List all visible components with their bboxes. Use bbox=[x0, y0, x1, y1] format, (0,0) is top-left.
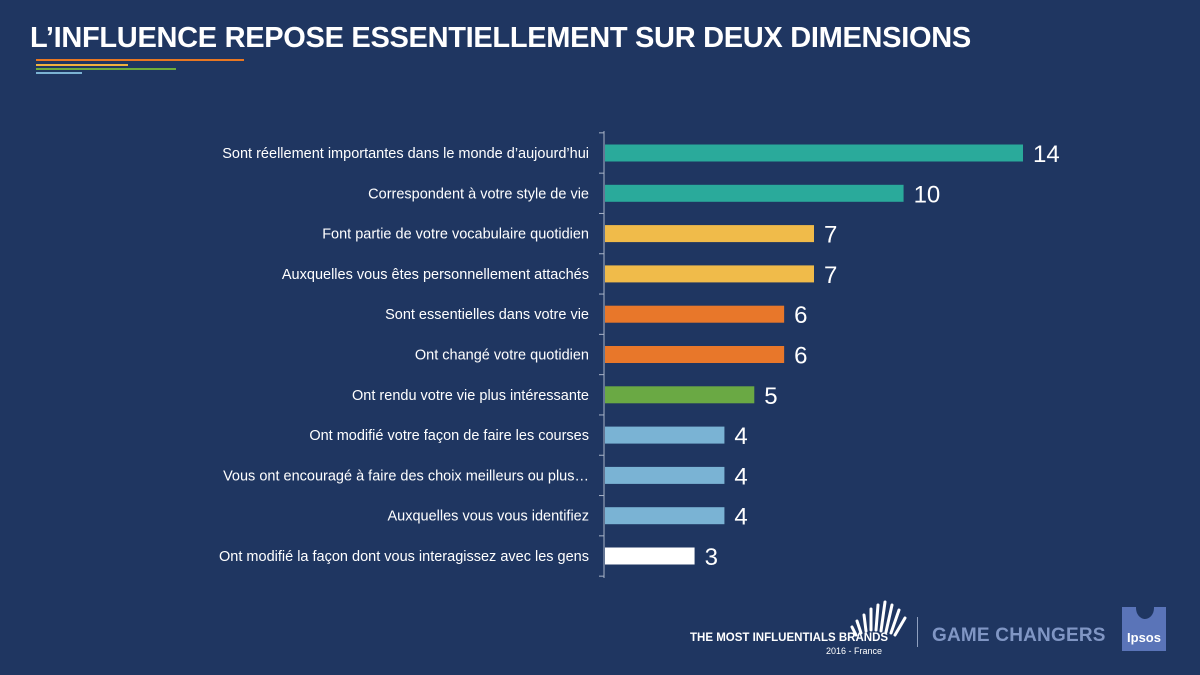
category-label: Correspondent à votre style de vie bbox=[368, 186, 589, 202]
decorative-line-green bbox=[36, 68, 176, 70]
category-label: Ont rendu votre vie plus intéressante bbox=[352, 388, 589, 404]
sunburst-logo-icon bbox=[850, 600, 907, 637]
data-label: 10 bbox=[914, 181, 941, 208]
data-label: 6 bbox=[794, 343, 807, 370]
data-label: 4 bbox=[734, 423, 747, 450]
category-label: Vous ont encouragé à faire des choix mei… bbox=[223, 468, 589, 484]
bar bbox=[605, 466, 725, 484]
bar bbox=[605, 144, 1023, 162]
bar bbox=[605, 386, 755, 404]
data-label: 3 bbox=[705, 544, 718, 571]
ipsos-logo-text: Ipsos bbox=[1127, 630, 1161, 645]
data-label: 6 bbox=[794, 302, 807, 329]
category-label: Ont changé votre quotidien bbox=[415, 348, 589, 364]
category-label: Auxquelles vous êtes personnellement att… bbox=[282, 267, 589, 283]
data-label: 4 bbox=[734, 463, 747, 490]
decorative-line-yellow bbox=[36, 64, 128, 66]
category-label: Ont modifié la façon dont vous interagis… bbox=[219, 549, 589, 565]
category-label: Ont modifié votre façon de faire les cou… bbox=[309, 428, 589, 444]
decorative-line-blue bbox=[36, 72, 82, 74]
decorative-line-orange bbox=[36, 59, 244, 61]
bar-chart: Sont réellement importantes dans le mond… bbox=[219, 131, 1060, 578]
category-label: Font partie de votre vocabulaire quotidi… bbox=[322, 227, 589, 243]
bar bbox=[605, 225, 814, 243]
page-title: L’INFLUENCE REPOSE ESSENTIELLEMENT SUR D… bbox=[30, 22, 971, 54]
category-label: Auxquelles vous vous identifiez bbox=[387, 509, 589, 525]
bar bbox=[605, 184, 904, 202]
data-label: 14 bbox=[1033, 141, 1060, 168]
bar bbox=[605, 305, 785, 323]
bar bbox=[605, 346, 785, 363]
footer-brand: THE MOST INFLUENTIALS BRANDS 2016 - Fran… bbox=[690, 632, 889, 656]
data-label: 4 bbox=[734, 504, 747, 531]
data-label: 7 bbox=[824, 222, 837, 249]
footer-brand-title: THE MOST INFLUENTIALS BRANDS bbox=[690, 632, 889, 644]
data-label: 7 bbox=[824, 262, 837, 289]
bar bbox=[605, 507, 725, 525]
ipsos-logo: Ipsos bbox=[1122, 607, 1166, 651]
footer-tagline: GAME CHANGERS bbox=[932, 625, 1106, 646]
data-label: 5 bbox=[764, 383, 777, 410]
footer-brand-subtitle: 2016 - France bbox=[825, 646, 882, 656]
bar bbox=[605, 426, 725, 444]
footer-divider bbox=[917, 617, 918, 647]
bar bbox=[605, 547, 695, 565]
category-label: Sont réellement importantes dans le mond… bbox=[222, 146, 589, 162]
bar bbox=[605, 265, 814, 283]
category-label: Sont essentielles dans votre vie bbox=[385, 307, 589, 323]
